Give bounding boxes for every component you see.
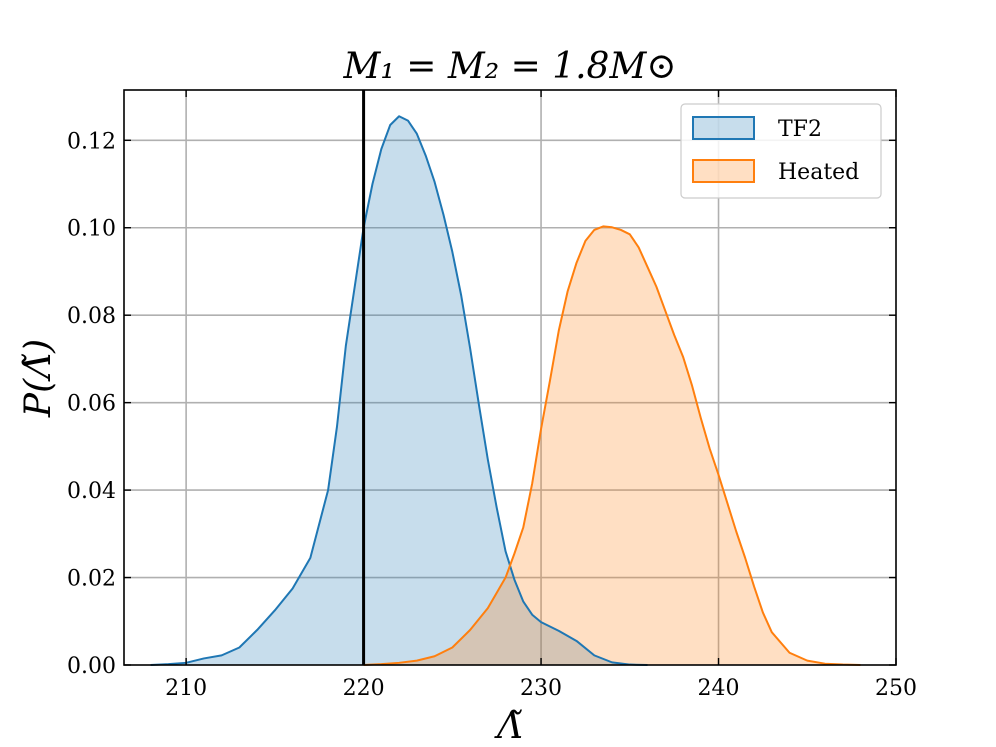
legend-frame	[680, 103, 882, 199]
x-tick-label: 210	[165, 676, 207, 701]
x-tick-label: 230	[520, 676, 562, 701]
x-axis-label: Λ̃	[494, 706, 523, 747]
legend-label-heated: Heated	[778, 160, 859, 185]
series-lines	[150, 115, 861, 666]
y-tick-label: 0.10	[67, 217, 116, 242]
series-area-heated	[363, 226, 861, 665]
y-tick-label: 0.06	[67, 392, 116, 417]
chart-title: M₁ = M₂ = 1.8M⊙	[343, 46, 677, 87]
y-tick-label: 0.02	[67, 567, 116, 592]
axes	[123, 89, 897, 666]
y-tick-label: 0.04	[67, 479, 116, 504]
series-line-tf2	[150, 115, 648, 666]
series-line-heated	[363, 225, 861, 666]
tick-labels: 210 220 230 240 250 0.00 0.02 0.04 0.06 0.08 0.10 0…	[67, 129, 917, 701]
series-area-tf2	[150, 116, 648, 666]
x-tick-label: 250	[875, 676, 917, 701]
legend: TF2 Heated	[680, 103, 882, 199]
series-fills	[150, 116, 861, 666]
x-tick-label: 240	[698, 676, 740, 701]
legend-label-tf2: TF2	[778, 117, 822, 142]
legend-swatch-tf2	[692, 116, 755, 140]
y-tick-label: 0.12	[67, 129, 116, 154]
y-tick-label: 0.00	[67, 654, 116, 679]
y-tick-label: 0.08	[67, 304, 116, 329]
x-tick-label: 220	[343, 676, 385, 701]
legend-swatch-heated	[692, 159, 755, 183]
plot-frame	[123, 89, 897, 666]
y-axis-label: P(Λ̃)	[18, 339, 59, 418]
